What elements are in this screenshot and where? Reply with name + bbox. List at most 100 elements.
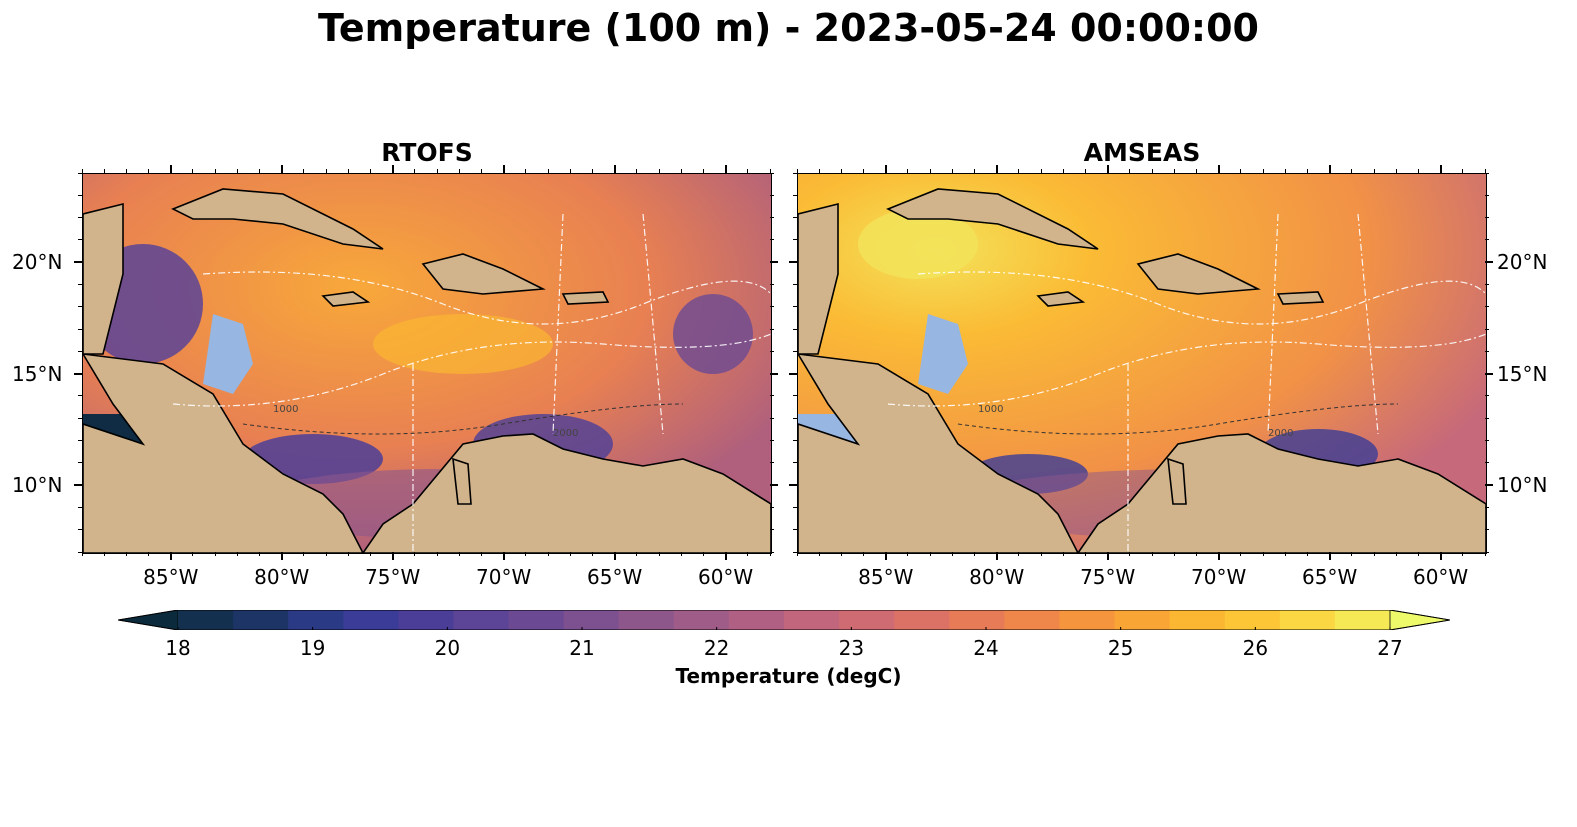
colorbar-bin	[398, 610, 454, 630]
hispaniola-land	[421, 253, 546, 295]
x-major-tick	[884, 165, 887, 173]
cuba-land	[886, 188, 1099, 250]
x-minor-tick	[1306, 169, 1308, 173]
y-minor-tick	[78, 350, 82, 352]
y-minor-tick	[770, 306, 774, 308]
x-tick-label: 65°W	[1302, 565, 1358, 589]
x-minor-tick	[525, 169, 527, 173]
y-minor-tick	[78, 239, 82, 241]
y-major-tick	[74, 372, 82, 375]
x-minor-tick	[840, 169, 842, 173]
contour-label: 1000	[978, 404, 1003, 415]
x-major-tick	[724, 552, 727, 560]
x-minor-tick	[1262, 169, 1264, 173]
y-minor-tick	[78, 194, 82, 196]
puerto-rico-land	[561, 291, 610, 305]
x-minor-tick	[929, 552, 931, 556]
y-minor-tick	[78, 440, 82, 442]
y-minor-tick	[78, 529, 82, 531]
y-minor-tick	[770, 194, 774, 196]
x-major-tick	[169, 165, 172, 173]
x-tick-label: 70°W	[476, 565, 532, 589]
x-minor-tick	[192, 552, 194, 556]
y-minor-tick	[770, 462, 774, 464]
x-minor-tick	[480, 169, 482, 173]
x-minor-tick	[1351, 552, 1353, 556]
x-minor-tick	[974, 169, 976, 173]
x-minor-tick	[658, 169, 660, 173]
x-major-tick	[1439, 552, 1442, 560]
colorbar-tick-label: 25	[1107, 636, 1134, 660]
colorbar-tick-label: 21	[569, 636, 595, 660]
y-minor-tick	[793, 506, 797, 508]
colorbar-bin	[728, 610, 785, 630]
y-minor-tick	[78, 328, 82, 330]
x-minor-tick	[547, 169, 549, 173]
x-minor-tick	[658, 552, 660, 556]
colorbar	[117, 609, 1451, 631]
y-major-tick	[74, 261, 82, 264]
y-major-tick	[770, 484, 778, 487]
x-minor-tick	[1085, 169, 1087, 173]
x-major-tick	[995, 552, 998, 560]
x-minor-tick	[81, 169, 83, 173]
y-minor-tick	[78, 551, 82, 553]
x-minor-tick	[863, 169, 865, 173]
y-minor-tick	[770, 529, 774, 531]
x-minor-tick	[1373, 169, 1375, 173]
puerto-rico-land	[1276, 291, 1325, 305]
x-major-tick	[1328, 165, 1331, 173]
x-minor-tick	[259, 169, 261, 173]
colorbar-bin	[673, 610, 730, 630]
shallow-shelf	[203, 314, 253, 394]
y-minor-tick	[770, 440, 774, 442]
y-minor-tick	[770, 328, 774, 330]
y-minor-tick	[793, 328, 797, 330]
x-major-tick	[995, 165, 998, 173]
panel-title-amseas: AMSEAS	[1083, 138, 1201, 167]
contour-label: 1000	[273, 404, 298, 415]
y-minor-tick	[78, 506, 82, 508]
colorbar-tick-label: 22	[703, 636, 730, 660]
y-tick-label: 15°N	[12, 361, 63, 386]
x-minor-tick	[1040, 552, 1042, 556]
x-minor-tick	[1040, 169, 1042, 173]
x-minor-tick	[1417, 552, 1419, 556]
x-minor-tick	[236, 552, 238, 556]
y-minor-tick	[1485, 194, 1489, 196]
y-minor-tick	[1485, 462, 1489, 464]
x-minor-tick	[125, 552, 127, 556]
x-minor-tick	[569, 552, 571, 556]
y-minor-tick	[793, 529, 797, 531]
y-major-tick	[789, 261, 797, 264]
central-america-land	[83, 353, 364, 553]
y-minor-tick	[1485, 417, 1489, 419]
x-major-tick	[391, 552, 394, 560]
x-minor-tick	[1395, 169, 1397, 173]
x-minor-tick	[1173, 169, 1175, 173]
jamaica-land	[1036, 291, 1086, 307]
y-minor-tick	[793, 172, 797, 174]
x-minor-tick	[1062, 169, 1064, 173]
x-minor-tick	[1151, 552, 1153, 556]
x-minor-tick	[1484, 169, 1486, 173]
x-major-tick	[884, 552, 887, 560]
x-major-tick	[391, 165, 394, 173]
x-minor-tick	[1129, 169, 1131, 173]
x-minor-tick	[303, 169, 305, 173]
figure-title: Temperature (100 m) - 2023-05-24 00:00:0…	[317, 6, 1259, 50]
eez-boundary	[202, 271, 771, 325]
x-minor-tick	[636, 552, 638, 556]
contour-label: 2000	[553, 428, 578, 439]
map-svg-amseas: 1000 2000	[798, 174, 1486, 553]
x-minor-tick	[347, 169, 349, 173]
colorbar-svg	[117, 609, 1451, 631]
x-minor-tick	[1306, 552, 1308, 556]
x-minor-tick	[1018, 552, 1020, 556]
yucatan-land	[83, 202, 124, 355]
colorbar-tick-label: 24	[973, 636, 999, 660]
y-minor-tick	[793, 551, 797, 553]
hispaniola-land	[1136, 253, 1261, 295]
colorbar-title: Temperature (degC)	[675, 664, 902, 688]
y-minor-tick	[78, 462, 82, 464]
